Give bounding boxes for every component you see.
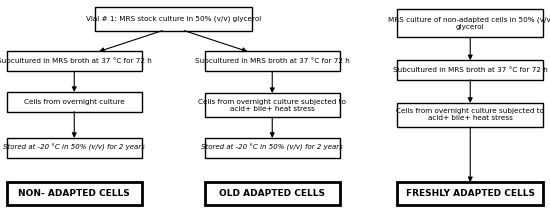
Text: Subcultured in MRS broth at 37 °C for 72 h: Subcultured in MRS broth at 37 °C for 72… [0, 58, 152, 64]
FancyBboxPatch shape [7, 51, 142, 71]
Text: MRS culture of non-adapted cells in 50% (v/v)
glycerol: MRS culture of non-adapted cells in 50% … [388, 16, 550, 30]
FancyBboxPatch shape [7, 138, 142, 158]
FancyBboxPatch shape [397, 9, 543, 37]
Text: Stored at -20 °C in 50% (v/v) for 2 years: Stored at -20 °C in 50% (v/v) for 2 year… [3, 144, 145, 151]
FancyBboxPatch shape [205, 138, 339, 158]
Text: Subcultured in MRS broth at 37 °C for 72 h: Subcultured in MRS broth at 37 °C for 72… [195, 58, 350, 64]
Text: Stored at -20 °C in 50% (v/v) for 2 years: Stored at -20 °C in 50% (v/v) for 2 year… [201, 144, 343, 151]
Text: Vial # 1: MRS stock culture in 50% (v/v) glycerol: Vial # 1: MRS stock culture in 50% (v/v)… [86, 15, 261, 22]
Text: FRESHLY ADAPTED CELLS: FRESHLY ADAPTED CELLS [406, 189, 535, 198]
Text: Cells from overnight culture subjected to
acid+ bile+ heat stress: Cells from overnight culture subjected t… [396, 108, 544, 122]
FancyBboxPatch shape [397, 103, 543, 127]
FancyBboxPatch shape [397, 60, 543, 80]
Text: Cells from overnight culture: Cells from overnight culture [24, 99, 125, 105]
FancyBboxPatch shape [205, 93, 339, 117]
FancyBboxPatch shape [95, 7, 252, 31]
FancyBboxPatch shape [205, 51, 339, 71]
FancyBboxPatch shape [7, 182, 142, 205]
Text: NON- ADAPTED CELLS: NON- ADAPTED CELLS [18, 189, 130, 198]
FancyBboxPatch shape [7, 92, 142, 112]
Text: Subcultured in MRS broth at 37 °C for 72 h: Subcultured in MRS broth at 37 °C for 72… [393, 67, 548, 73]
Text: Cells from overnight culture subjected to
acid+ bile+ heat stress: Cells from overnight culture subjected t… [198, 99, 346, 112]
Text: OLD ADAPTED CELLS: OLD ADAPTED CELLS [219, 189, 325, 198]
FancyBboxPatch shape [397, 182, 543, 205]
FancyBboxPatch shape [205, 182, 339, 205]
